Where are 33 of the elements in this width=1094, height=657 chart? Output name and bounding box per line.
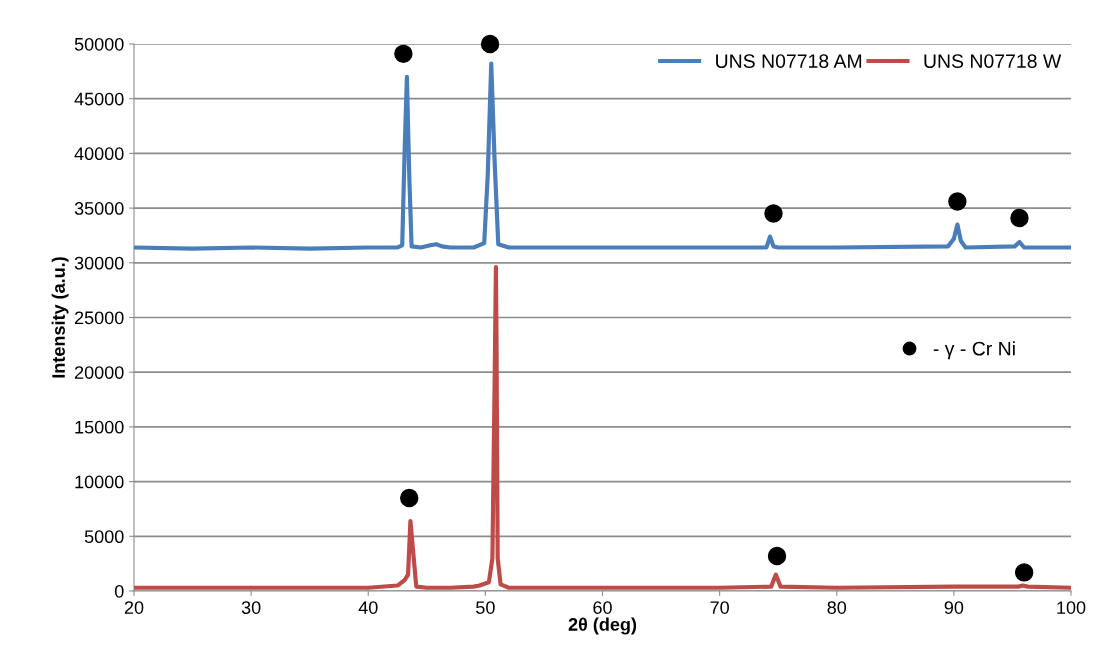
x-tick-label: 70 (710, 601, 729, 614)
x-tick-label: 80 (827, 601, 847, 614)
point (394, 44, 413, 64)
point (767, 546, 787, 566)
y-tick-label: 0 (114, 584, 124, 598)
x-tick-label: 50 (476, 601, 495, 614)
legend-label: UNS N07718 W (924, 54, 1062, 68)
point (400, 488, 419, 508)
legend-label: UNS N07718 AM (716, 54, 862, 68)
y-tick-label: 40000 (74, 147, 124, 161)
y-tick-label: 25000 (74, 311, 124, 325)
x-tick-label: 40 (358, 601, 378, 614)
y-tick-label: 30000 (74, 256, 124, 270)
y-axis-title: Intensity (a.u.) (51, 257, 69, 378)
x-tick-label: 90 (944, 601, 964, 614)
y-tick-label: 50000 (74, 37, 124, 51)
y-tick-label: 15000 (75, 420, 124, 434)
y-tick-label: 5000 (84, 530, 124, 544)
x-tick-label: 100 (1057, 601, 1086, 614)
x-tick-label: 30 (241, 601, 261, 614)
y-tick-label: 10000 (75, 475, 124, 489)
point (480, 34, 500, 54)
y-tick-label: 45000 (74, 92, 124, 106)
y-tick-label: 35000 (74, 202, 124, 215)
point (1010, 208, 1029, 228)
point (948, 192, 967, 211)
x-tick-label: 60 (593, 601, 612, 614)
point (1014, 563, 1034, 582)
legend-label: - γ - Cr Ni (933, 341, 1015, 360)
point (764, 204, 783, 223)
x-axis-title: 2θ (deg) (568, 617, 637, 635)
x-tick-label: 20 (124, 601, 144, 614)
y-tick-label: 20000 (74, 366, 124, 379)
